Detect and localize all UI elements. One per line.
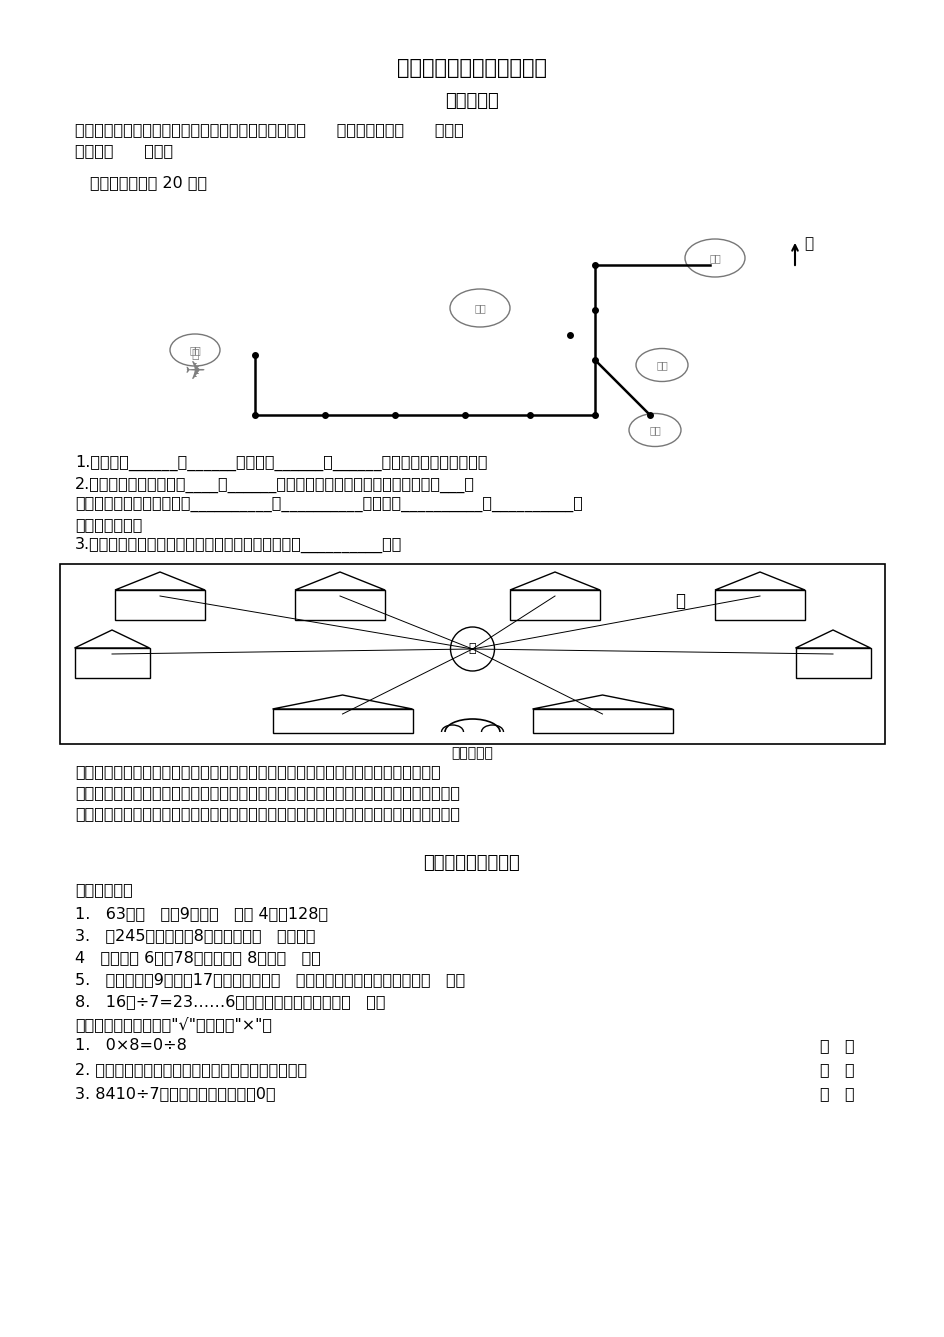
Text: 1.鸽子要向______飞______米，再向______飞______米就把信送给了小松鼠。: 1.鸽子要向______飞______米，再向______飞______米就把信… (75, 455, 487, 471)
Text: 大象: 大象 (708, 253, 720, 263)
Text: 小猫: 小猫 (474, 303, 485, 313)
Bar (115, 590, 205, 620)
Text: 把信交给小猫。: 把信交给小猫。 (75, 517, 143, 532)
Text: （   ）: （ ） (819, 1062, 853, 1078)
Text: 除数是一位数的除法: 除数是一位数的除法 (423, 854, 520, 872)
Text: 2. 一个三位数除以一个一位数，商不一定是三位数。: 2. 一个三位数除以一个一位数，商不一定是三位数。 (75, 1062, 307, 1078)
Text: 鸽: 鸽 (191, 349, 198, 361)
Text: 3. 8410÷7，商的末尾一定有一个0。: 3. 8410÷7，商的末尾一定有一个0。 (75, 1086, 276, 1100)
Bar (531, 709, 672, 733)
Text: 三年级数学下册巩固与提高: 三年级数学下册巩固与提高 (396, 57, 547, 78)
Text: 对错我判断。（对的打"√"，错的打"×"）: 对错我判断。（对的打"√"，错的打"×"） (75, 1016, 272, 1032)
Bar (295, 590, 384, 620)
Text: （   ）: （ ） (819, 1086, 853, 1100)
Text: 狮: 狮 (468, 643, 476, 655)
Text: 米找到大象，最后再接着向__________飞__________米，又向__________飞__________米: 米找到大象，最后再接着向__________飞__________米，又向___… (75, 497, 582, 512)
Text: 4   一个数的 6倍是78，这个数的 8倍是（   ）。: 4 一个数的 6倍是78，这个数的 8倍是（ ）。 (75, 951, 321, 965)
Text: 1.   0×8=0÷8: 1. 0×8=0÷8 (75, 1038, 187, 1054)
Text: 动物园大门: 动物园大门 (451, 746, 493, 759)
Text: 送信。（每小格 20 米）: 送信。（每小格 20 米） (90, 175, 207, 190)
Bar (715, 590, 804, 620)
Bar (795, 648, 869, 678)
Text: 早晨同学们面向太阳举行升旗仪式，此时同学们面向（      ）面，背对着（      ）面，: 早晨同学们面向太阳举行升旗仪式，此时同学们面向（ ）面，背对着（ ）面， (75, 122, 464, 136)
Text: 水: 水 (674, 592, 684, 610)
Text: 北: 北 (803, 237, 812, 251)
Text: 兔子: 兔子 (655, 360, 667, 370)
Text: 子馆的西北面，飞禽馆在狮子馆的东北面，经过熊猫馆向南走，可到达猴山和大象馆，经过: 子馆的西北面，飞禽馆在狮子馆的东北面，经过熊猫馆向南走，可到达猴山和大象馆，经过 (75, 785, 460, 800)
Text: 2.鸽子从松鼠家出来，向____飞______米就到了兔子家，把信送给兔子后再向___飞: 2.鸽子从松鼠家出来，向____飞______米就到了兔子家，把信送给兔子后再向… (75, 477, 475, 493)
Text: 松鼠: 松鼠 (649, 425, 660, 435)
Text: ✈: ✈ (184, 360, 205, 384)
Bar (272, 709, 413, 733)
Bar (510, 590, 599, 620)
Text: 左侧是（      ）面。: 左侧是（ ）面。 (75, 143, 173, 158)
Text: 3.   从245里连续减去8，最多能减（   ）几次。: 3. 从245里连续减去8，最多能减（ ）几次。 (75, 928, 315, 943)
Text: 请你填一填。: 请你填一填。 (75, 882, 132, 897)
Text: 猴山向东走到达狮子馆和金鱼馆，经过金鱼馆向南走到达骆驼馆，你能填出它们的位置吗？: 猴山向东走到达狮子馆和金鱼馆，经过金鱼馆向南走到达骆驼馆，你能填出它们的位置吗？ (75, 806, 460, 821)
Text: 5.   一个数除以9，商是17，余数最大是（   ），当余数最大时，被除数是（   ）。: 5. 一个数除以9，商是17，余数最大是（ ），当余数最大时，被除数是（ ）。 (75, 972, 464, 987)
Text: 星期天，我们去动物园游玩，走进动物园大门，正北面有狮子馆和河马馆，熊猫馆在狮: 星期天，我们去动物园游玩，走进动物园大门，正北面有狮子馆和河马馆，熊猫馆在狮 (75, 763, 440, 779)
Text: （   ）: （ ） (819, 1038, 853, 1054)
Text: 鸽子: 鸽子 (189, 345, 201, 356)
Text: 3.从鸽子开始出发，到把信全部送完，在路上共飞了__________米。: 3.从鸽子开始出发，到把信全部送完，在路上共飞了__________米。 (75, 537, 402, 554)
Text: 8.   16口÷7=23……6。这道算式中，口里应填（   ）。: 8. 16口÷7=23……6。这道算式中，口里应填（ ）。 (75, 993, 385, 1009)
Bar (75, 648, 149, 678)
Text: 位置与方向: 位置与方向 (445, 92, 498, 110)
Text: 1.   63是（   ）的9倍，（   ）的 4倍是128。: 1. 63是（ ）的9倍，（ ）的 4倍是128。 (75, 906, 328, 921)
Bar (59, 564, 885, 743)
